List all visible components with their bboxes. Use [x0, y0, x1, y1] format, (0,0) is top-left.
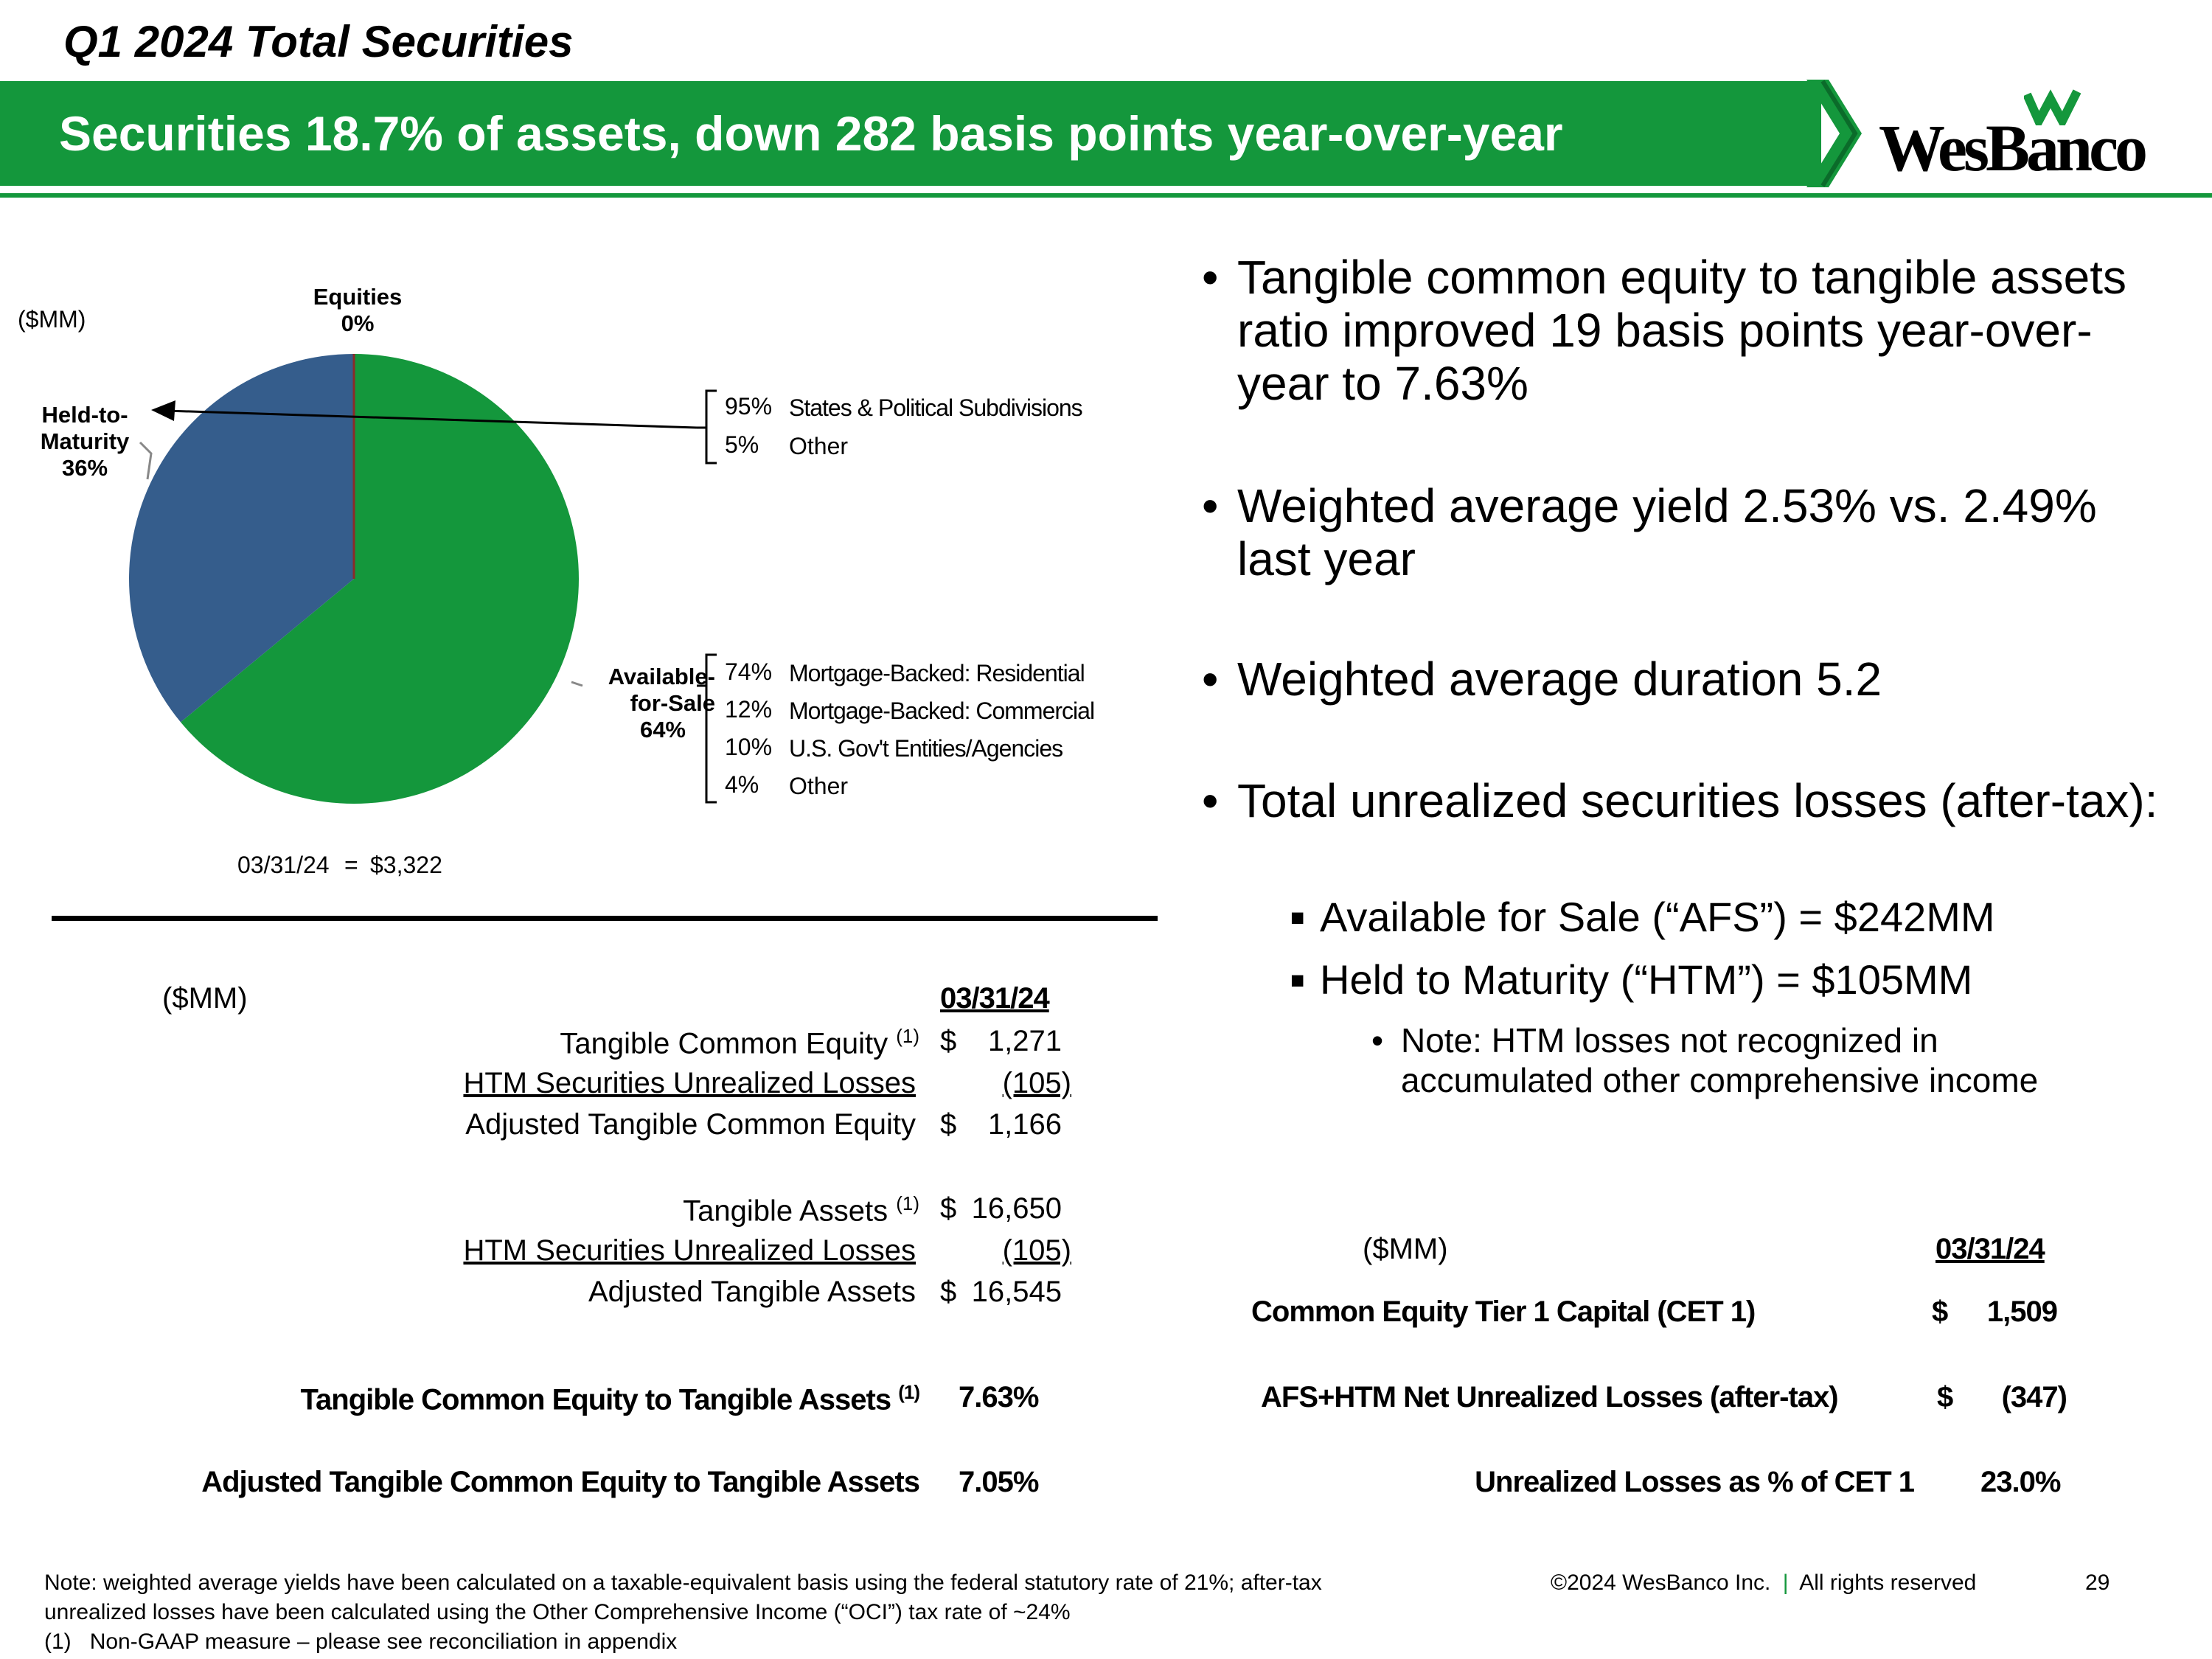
sub-sub-bullet-note: • Note: HTM losses not recognized in acc… — [1371, 1020, 2109, 1100]
pie-total-value: $3,322 — [370, 852, 442, 878]
footnote-line-2: unrealized losses have been calculated u… — [44, 1600, 1071, 1624]
bullet-duration-text: Weighted average duration 5.2 — [1237, 653, 1882, 706]
htm-breakdown-pct-1: 95% — [725, 393, 773, 420]
htm-leader-line — [139, 441, 153, 480]
afs-label: Available-for-Sale 64% — [582, 664, 715, 743]
htm-arrowhead-icon — [151, 400, 175, 421]
left-row-htm1-label: HTM Securities Unrealized Losses — [463, 1067, 916, 1099]
left-row-ta-dollar: $ — [940, 1192, 957, 1225]
bullet-unrealized-text: Total unrealized securities losses (afte… — [1237, 774, 2158, 827]
net-unrealized-value: (347) — [2001, 1381, 2067, 1413]
left-row-ata-label: Adjusted Tangible Assets — [588, 1276, 916, 1308]
afs-breakdown-pct-3: 10% — [725, 734, 773, 760]
left-row-htm2-label: HTM Securities Unrealized Losses — [463, 1234, 916, 1267]
afs-breakdown-label-1: Mortgage-Backed: Residential — [789, 660, 1085, 686]
securities-pie-chart — [129, 354, 717, 804]
page-number: 29 — [2085, 1571, 2110, 1595]
copyright: ©2024 WesBanco Inc. | All rights reserve… — [1551, 1571, 1977, 1595]
bullet-yield-text: Weighted average yield 2.53% vs. 2.49% l… — [1237, 479, 2097, 585]
left-row-tce-label: Tangible Common Equity (1) — [560, 1025, 919, 1060]
pie-slice-htm — [129, 354, 354, 723]
net-unrealized-label: AFS+HTM Net Unrealized Losses (after-tax… — [1261, 1381, 1839, 1413]
afs-bracket — [705, 653, 717, 804]
afs-breakdown-label-2: Mortgage-Backed: Commercial — [789, 698, 1095, 724]
htm-breakdown-label-2: Other — [789, 433, 849, 459]
ratio2-label: Adjusted Tangible Common Equity to Tangi… — [201, 1466, 920, 1498]
left-row-ta-value: 16,650 — [971, 1192, 1062, 1225]
bullet-tce-ratio: • Tangible common equity to tangible ass… — [1202, 251, 2183, 410]
sub-bullet-afs: ■ Available for Sale (“AFS”) = $242MM — [1290, 894, 2175, 941]
wesbanco-logo: WesBanco — [1879, 112, 2148, 185]
wesbanco-logo-icon — [2024, 89, 2081, 125]
left-row-tce-value: 1,271 — [987, 1025, 1062, 1057]
header-rule — [0, 193, 2212, 198]
bullet-tce-ratio-text: Tangible common equity to tangible asset… — [1237, 251, 2127, 410]
sub-sub-bullet-note-text: Note: HTM losses not recognized in accum… — [1401, 1021, 2039, 1099]
right-table-unit: ($MM) — [1363, 1233, 1448, 1265]
left-row-atce-label: Adjusted Tangible Common Equity — [465, 1108, 916, 1141]
ratio2-value: 7.05% — [959, 1466, 1039, 1498]
title-banner — [0, 81, 1821, 186]
afs-breakdown-pct-2: 12% — [725, 696, 773, 723]
pie-total-eq: = — [344, 852, 358, 878]
cet1-value: 1,509 — [1986, 1295, 2058, 1328]
left-row-tce-dollar: $ — [940, 1025, 957, 1057]
htm-pct: 36% — [61, 455, 108, 481]
losses-pct-value: 23.0% — [1980, 1466, 2061, 1498]
htm-breakdown-pct-2: 5% — [725, 431, 759, 458]
left-row-atce-dollar: $ — [940, 1108, 957, 1141]
afs-breakdown-pct-1: 74% — [725, 658, 773, 685]
equities-label: Equities 0% — [295, 284, 420, 337]
afs-name: Available-for-Sale — [608, 664, 715, 716]
right-table-date-header: 03/31/24 — [1935, 1233, 2045, 1265]
net-unrealized-dollar: $ — [1937, 1381, 1953, 1413]
afs-leader-line — [571, 681, 583, 687]
afs-pct: 64% — [639, 717, 686, 742]
sub-bullet-afs-text: Available for Sale (“AFS”) = $242MM — [1320, 894, 1995, 940]
left-table-date-header: 03/31/24 — [940, 982, 1050, 1015]
left-row-ata-dollar: $ — [940, 1276, 957, 1308]
htm-name: Held-to- Maturity — [40, 402, 130, 454]
ratio1-label: Tangible Common Equity to Tangible Asset… — [300, 1381, 920, 1416]
left-row-htm1-value: (105) — [1002, 1067, 1071, 1099]
bullet-duration: • Weighted average duration 5.2 — [1202, 653, 2183, 706]
left-row-atce-value: 1,166 — [987, 1108, 1062, 1141]
slide-section-title: Q1 2024 Total Securities — [63, 17, 574, 66]
losses-pct-label: Unrealized Losses as % of CET 1 — [1475, 1466, 1915, 1498]
pie-slice-afs — [180, 354, 580, 804]
htm-bracket — [705, 389, 717, 465]
section-divider — [52, 916, 1158, 921]
footnote-block: Note: weighted average yields have been … — [44, 1568, 1519, 1657]
htm-breakdown-label-1: States & Political Subdivisions — [789, 394, 1083, 421]
ratio1-value: 7.63% — [959, 1381, 1039, 1413]
bullet-yield: • Weighted average yield 2.53% vs. 2.49%… — [1202, 479, 2183, 585]
afs-breakdown-pct-4: 4% — [725, 771, 759, 798]
left-table-unit: ($MM) — [162, 982, 248, 1015]
cet1-label: Common Equity Tier 1 Capital (CET 1) — [1251, 1295, 1756, 1328]
afs-breakdown-label-4: Other — [789, 773, 849, 799]
sub-bullet-htm: ■ Held to Maturity (“HTM”) = $105MM — [1290, 956, 2175, 1004]
footnote-line-3: (1) Non-GAAP measure – please see reconc… — [44, 1630, 678, 1654]
pie-total-date: 03/31/24 — [237, 852, 330, 878]
htm-label: Held-to- Maturity 36% — [22, 402, 147, 481]
bullet-unrealized: • Total unrealized securities losses (af… — [1202, 774, 2160, 827]
htm-arrow-line — [165, 409, 698, 429]
banner-headline: Securities 18.7% of assets, down 282 bas… — [59, 106, 1563, 161]
banner-chevron-icon — [1806, 80, 1862, 187]
equities-name: Equities — [313, 284, 403, 310]
equities-pct: 0% — [341, 310, 375, 336]
cet1-dollar: $ — [1932, 1295, 1948, 1328]
footnote-line-1: Note: weighted average yields have been … — [44, 1571, 1322, 1595]
sub-bullet-htm-text: Held to Maturity (“HTM”) = $105MM — [1320, 956, 1973, 1003]
left-row-htm2-value: (105) — [1002, 1234, 1071, 1267]
afs-breakdown-label-3: U.S. Gov't Entities/Agencies — [789, 735, 1063, 762]
left-row-ta-label: Tangible Assets (1) — [683, 1192, 919, 1228]
chart-unit-label: ($MM) — [18, 306, 86, 333]
left-row-ata-value: 16,545 — [971, 1276, 1062, 1308]
